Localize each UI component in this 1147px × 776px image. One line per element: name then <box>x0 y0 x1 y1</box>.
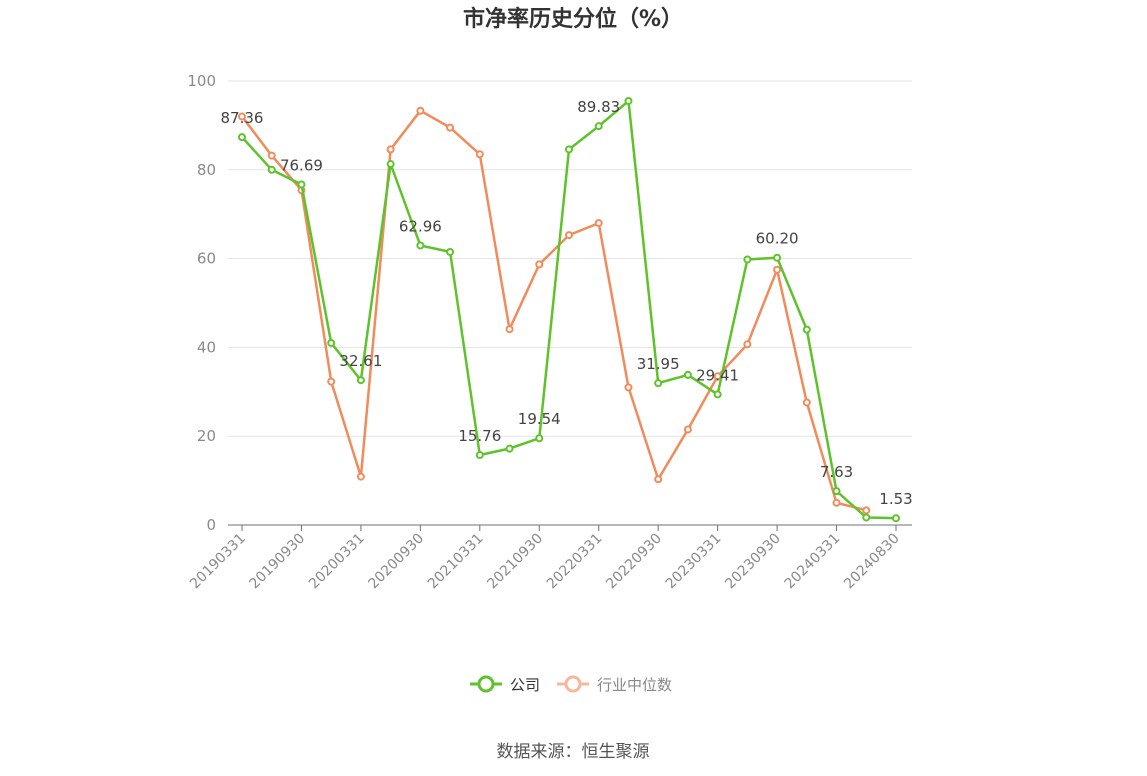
x-tick-label: 20210930 <box>484 531 546 593</box>
data-point[interactable] <box>416 241 425 250</box>
x-tick-label: 20240331 <box>782 531 844 593</box>
data-point[interactable] <box>535 434 544 443</box>
y-tick-label: 40 <box>197 338 216 356</box>
data-point[interactable] <box>564 231 573 240</box>
y-tick-label: 20 <box>197 427 216 445</box>
chart-title: 市净率历史分位（%） <box>463 6 683 32</box>
data-point[interactable] <box>624 383 633 392</box>
data-point[interactable] <box>743 340 752 349</box>
data-label: 19.54 <box>518 410 561 428</box>
data-point[interactable] <box>773 253 782 262</box>
data-point[interactable] <box>713 390 722 399</box>
data-point[interactable] <box>832 498 841 507</box>
legend-company-marker-icon <box>477 675 495 693</box>
data-point[interactable] <box>743 255 752 264</box>
series-line <box>241 109 867 512</box>
data-point[interactable] <box>624 96 633 105</box>
grid-lines <box>228 80 912 437</box>
data-label: 31.95 <box>637 355 680 373</box>
y-tick-label: 100 <box>187 72 216 90</box>
data-point[interactable] <box>238 112 246 121</box>
legend-item-company[interactable]: 公司 <box>470 675 540 694</box>
x-tick-label: 20230930 <box>722 531 784 593</box>
data-point[interactable] <box>475 451 484 460</box>
data-point[interactable] <box>535 260 544 269</box>
legend-industry-marker-icon <box>564 675 582 693</box>
data-point[interactable] <box>654 475 663 484</box>
y-tick-label: 80 <box>197 161 216 179</box>
x-tick-label: 20190930 <box>247 531 309 593</box>
legend-company-label: 公司 <box>510 676 540 694</box>
data-label: 15.76 <box>458 427 501 445</box>
data-point[interactable] <box>594 219 603 228</box>
legend-item-industry[interactable]: 行业中位数 <box>557 675 672 694</box>
data-point[interactable] <box>356 472 365 481</box>
series-industry <box>238 106 871 515</box>
data-label: 62.96 <box>399 217 442 235</box>
x-tick-label: 20210331 <box>425 531 487 593</box>
x-tick-label: 20220930 <box>603 531 665 593</box>
data-label: 7.63 <box>820 463 853 481</box>
data-point[interactable] <box>505 325 514 334</box>
x-axis: 2019033120190930202003312020093020210331… <box>187 524 912 593</box>
data-point[interactable] <box>862 513 871 522</box>
data-point[interactable] <box>386 145 395 154</box>
data-label: 60.20 <box>756 230 799 248</box>
x-tick-label: 20230331 <box>663 531 725 593</box>
data-point[interactable] <box>475 150 484 159</box>
data-point[interactable] <box>802 398 811 407</box>
data-point[interactable] <box>356 376 365 385</box>
data-point[interactable] <box>267 165 276 174</box>
x-tick-label: 20190331 <box>187 531 249 593</box>
data-point[interactable] <box>683 370 692 379</box>
data-point[interactable] <box>832 487 841 496</box>
data-label: 76.69 <box>280 156 323 174</box>
data-label: 29.41 <box>696 366 739 384</box>
data-point[interactable] <box>683 425 692 434</box>
data-point[interactable] <box>327 377 336 386</box>
data-point[interactable] <box>773 265 782 274</box>
data-point[interactable] <box>238 133 246 142</box>
y-tick-label: 0 <box>206 516 216 534</box>
data-labels: 87.36 76.69 32.61 62.96 15.76 19.54 89.83 31.95… <box>221 98 913 508</box>
data-point[interactable] <box>297 180 306 189</box>
x-tick-label: 20200331 <box>306 531 368 593</box>
data-point[interactable] <box>802 325 811 334</box>
data-point[interactable] <box>505 444 514 453</box>
data-label: 87.36 <box>221 109 264 127</box>
x-tick-label: 20200930 <box>365 531 427 593</box>
data-point[interactable] <box>267 151 276 160</box>
data-point[interactable] <box>416 106 425 115</box>
data-point[interactable] <box>594 122 603 131</box>
data-point[interactable] <box>564 145 573 154</box>
source-text: 数据来源：恒生聚源 <box>497 742 650 762</box>
y-tick-label: 60 <box>197 250 216 268</box>
data-label: 89.83 <box>577 98 620 116</box>
legend: 公司 行业中位数 <box>470 675 672 694</box>
series-company <box>238 96 900 523</box>
data-point[interactable] <box>862 506 871 515</box>
y-axis: 0 20 40 60 80 100 <box>187 72 216 534</box>
data-label: 32.61 <box>339 352 382 370</box>
data-point[interactable] <box>446 247 455 256</box>
data-point[interactable] <box>386 160 395 169</box>
x-tick-label: 20220331 <box>544 531 606 593</box>
data-point[interactable] <box>891 514 900 523</box>
data-point[interactable] <box>654 379 663 388</box>
data-label: 1.53 <box>879 490 912 508</box>
legend-industry-label: 行业中位数 <box>597 676 672 694</box>
data-point[interactable] <box>327 338 336 347</box>
series-line <box>241 99 897 520</box>
x-tick-label: 20240830 <box>841 531 903 593</box>
data-point[interactable] <box>446 123 455 132</box>
